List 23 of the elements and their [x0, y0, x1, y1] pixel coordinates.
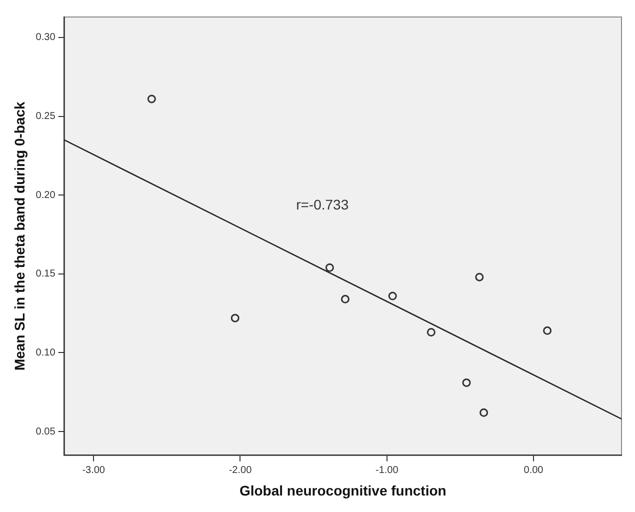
point — [230, 314, 240, 322]
point — [462, 378, 471, 387]
y-tick-label: 0.10 — [36, 347, 56, 358]
y-tick-label: 0.25 — [36, 111, 56, 122]
x-tick-label: -3.00 — [82, 464, 106, 476]
point — [426, 328, 436, 336]
point — [480, 408, 488, 417]
point — [388, 292, 397, 300]
x-tick-label: -1.00 — [375, 464, 399, 476]
point — [325, 263, 334, 272]
y-tick-label: 0.30 — [36, 32, 56, 44]
x-tick-label: 0.00 — [524, 464, 544, 476]
x-axis-title: Global neurocognitive function — [239, 482, 446, 498]
point — [543, 326, 552, 335]
x-tick-label: -2.00 — [228, 464, 252, 476]
point — [147, 94, 156, 104]
point — [340, 294, 350, 304]
y-tick-label: 0.15 — [36, 268, 56, 280]
y-tick-label: 0.20 — [36, 190, 56, 201]
point — [475, 272, 484, 282]
y-axis-title: Mean SL in the theta band during 0-back — [11, 101, 28, 371]
y-tick-label: 0.05 — [36, 426, 56, 438]
annotation: r=-0.733 — [296, 196, 349, 212]
